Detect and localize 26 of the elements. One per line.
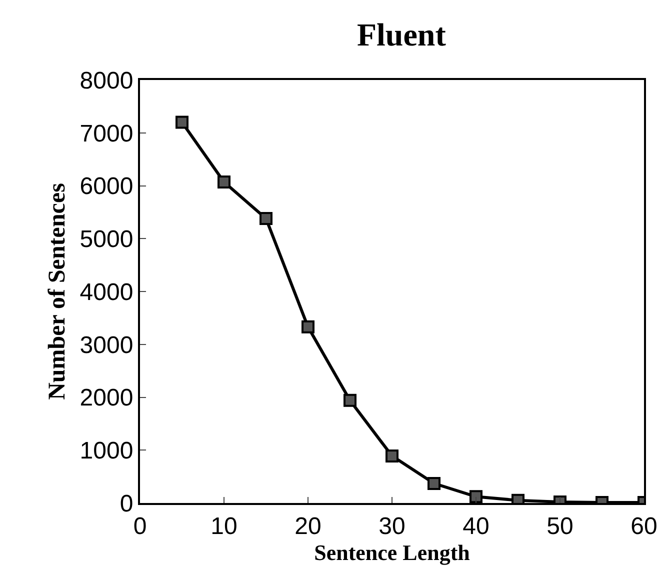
y-tick-label: 2000	[80, 384, 134, 412]
x-tick-label: 20	[294, 512, 322, 540]
point	[176, 116, 188, 129]
y-tick-label: 5000	[80, 226, 134, 254]
y-tick-label: 7000	[80, 120, 134, 148]
y-tick-label: 0	[120, 490, 134, 518]
x-tick-label: 10	[210, 512, 238, 540]
x-tick-label: 40	[462, 512, 490, 540]
y-tick-label: 6000	[80, 173, 134, 200]
y-axis-title: Number of Sentences	[44, 183, 70, 400]
point	[344, 394, 356, 407]
point	[428, 476, 440, 490]
x-tick-label: 50	[546, 512, 574, 540]
x-tick-label: 30	[378, 512, 406, 540]
y-tick-label: 1000	[80, 438, 134, 465]
chart-title: Fluent	[356, 16, 446, 52]
point	[386, 449, 398, 462]
x-tick-label: 60	[630, 512, 658, 540]
y-tick-label: 4000	[80, 278, 134, 306]
point	[260, 212, 272, 226]
point	[470, 490, 482, 503]
x-axis-title: Sentence Length	[314, 540, 470, 565]
point	[302, 320, 314, 334]
y-tick-label: 8000	[80, 67, 134, 94]
point	[218, 176, 230, 189]
y-tick-label: 3000	[80, 332, 134, 359]
